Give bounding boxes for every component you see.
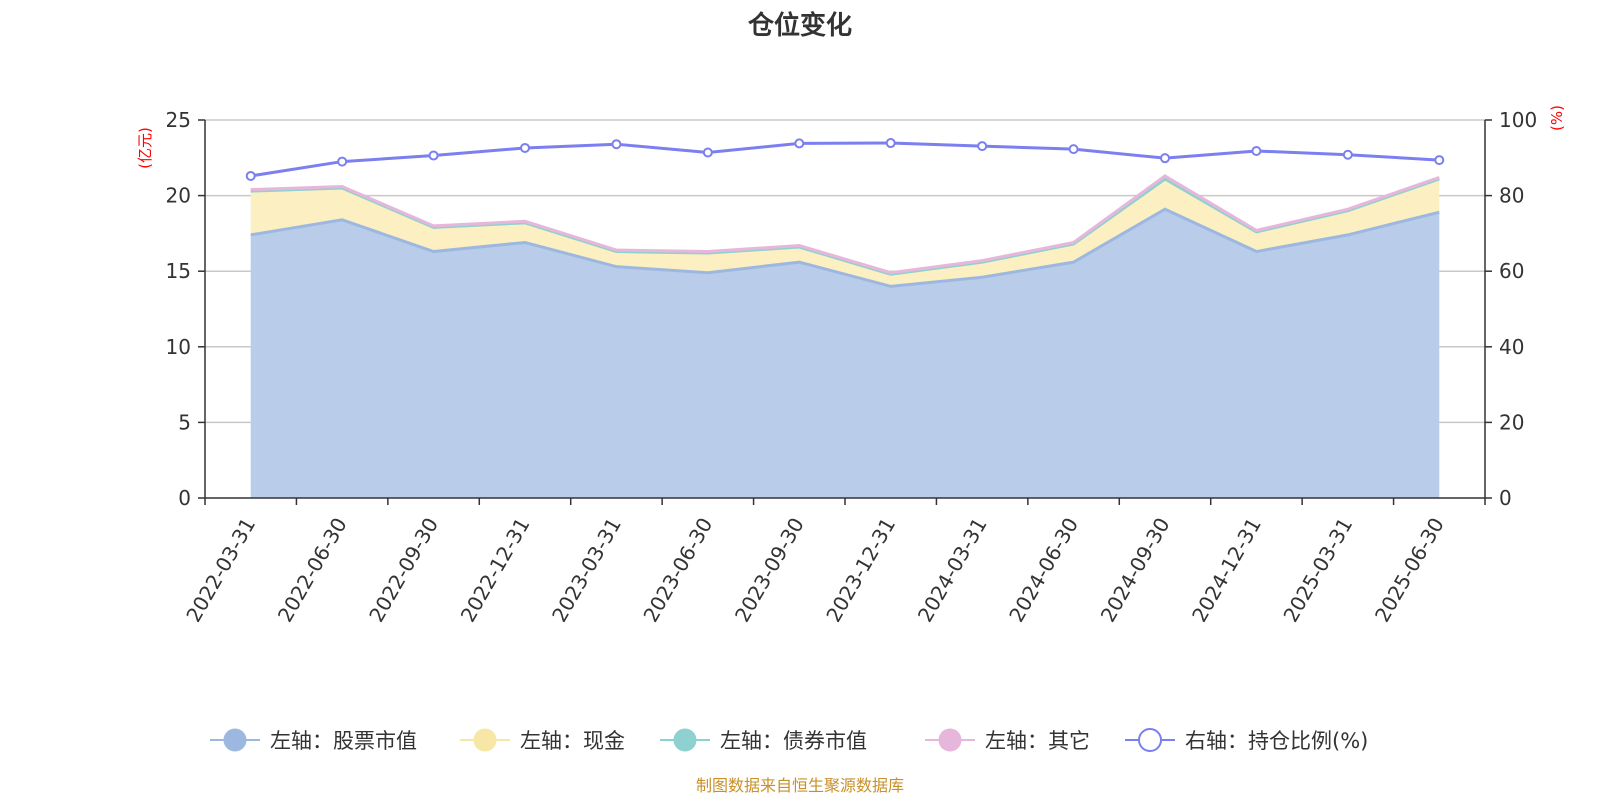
x-tick-label: 2025-06-30 — [1370, 514, 1449, 627]
left-tick-label: 15 — [166, 259, 191, 283]
left-tick-label: 25 — [166, 108, 191, 132]
ratio-point — [977, 141, 988, 152]
legend: 左轴：股票市值 左轴：现金 左轴：债券市值 左轴：其它 右轴：持仓比例(%) — [210, 728, 1368, 753]
left-tick-label: 10 — [166, 335, 191, 359]
axes — [198, 119, 1492, 505]
source-note: 制图数据来自恒生聚源数据库 — [696, 776, 904, 795]
legend-label: 右轴：持仓比例(%) — [1185, 729, 1368, 753]
x-tick-label: 2023-06-30 — [638, 514, 717, 627]
x-tick-label: 2024-09-30 — [1096, 514, 1175, 627]
area-左轴：现金 — [250, 178, 1440, 287]
left-tick-label: 5 — [178, 410, 191, 434]
left-tick-label: 20 — [166, 184, 191, 208]
legend-symbol — [473, 728, 497, 752]
chart-title: 仓位变化 — [747, 10, 852, 41]
right-tick-label: 60 — [1499, 259, 1524, 283]
x-tick-label: 2024-12-31 — [1187, 514, 1266, 627]
legend-item[interactable]: 左轴：现金 — [460, 728, 625, 753]
legend-symbol — [673, 728, 697, 752]
legend-label: 左轴：其它 — [985, 729, 1090, 753]
ratio-point — [1068, 144, 1079, 155]
area-左轴：股票市值 — [250, 209, 1440, 498]
right-tick-label: 80 — [1499, 184, 1524, 208]
ratio-line — [250, 141, 1440, 178]
ratio-point — [885, 138, 896, 149]
ratio-point — [611, 139, 622, 150]
x-tick-label: 2022-03-31 — [181, 514, 260, 627]
legend-label: 左轴：债券市值 — [720, 729, 867, 753]
legend-item[interactable]: 左轴：债券市值 — [660, 728, 867, 753]
left-tick-label: 0 — [178, 486, 191, 510]
legend-label: 左轴：现金 — [520, 729, 625, 753]
ratio-points — [245, 138, 1445, 181]
ratio-point — [245, 170, 256, 181]
series-lines — [250, 141, 1440, 288]
legend-symbol — [1138, 728, 1162, 752]
ratio-point — [1434, 155, 1445, 166]
ratio-point — [1160, 153, 1170, 164]
legend-item[interactable]: 右轴：持仓比例(%) — [1125, 728, 1368, 753]
area-line-左轴：股票市值 — [250, 207, 1440, 288]
legend-symbol — [223, 728, 247, 752]
ratio-point — [337, 156, 348, 167]
x-tick-label: 2023-12-31 — [821, 514, 900, 627]
x-tick-label: 2025-03-31 — [1278, 514, 1357, 627]
x-tick-label: 2024-03-31 — [913, 513, 992, 626]
right-tick-label: 20 — [1499, 410, 1524, 434]
legend-item[interactable]: 左轴：股票市值 — [210, 728, 417, 753]
ratio-point — [1342, 149, 1353, 160]
x-tick-label: 2023-03-31 — [547, 514, 626, 627]
stacked-areas — [250, 175, 1440, 498]
left-axis-unit: (亿元) — [136, 127, 154, 169]
x-tick-label: 2022-06-30 — [273, 514, 352, 627]
right-axis-unit: (%) — [1548, 105, 1566, 131]
ratio-point — [702, 147, 713, 158]
x-tick-label: 2023-09-30 — [730, 514, 809, 627]
ratio-point — [794, 138, 805, 149]
area-line-左轴：其它 — [250, 174, 1440, 275]
x-tick-label: 2022-09-30 — [364, 514, 443, 627]
legend-item[interactable]: 左轴：其它 — [925, 728, 1090, 753]
right-tick-label: 40 — [1499, 335, 1524, 359]
right-tick-label: 0 — [1499, 486, 1512, 510]
legend-symbol — [938, 728, 962, 752]
ratio-point — [428, 150, 439, 161]
x-tick-label: 2024-06-30 — [1004, 514, 1083, 627]
ratio-point — [1251, 145, 1262, 156]
right-tick-label: 100 — [1499, 108, 1537, 132]
ratio-point — [520, 142, 530, 153]
legend-label: 左轴：股票市值 — [270, 729, 417, 753]
x-tick-label: 2022-12-31 — [456, 514, 535, 627]
